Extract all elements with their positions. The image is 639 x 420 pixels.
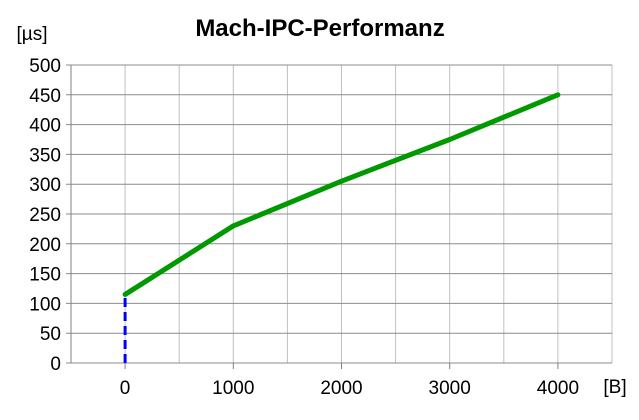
y-tick-label: 200 — [29, 235, 61, 256]
y-tick-label: 500 — [29, 56, 61, 77]
y-tick-label: 100 — [29, 294, 61, 315]
y-tick-label: 0 — [50, 354, 61, 375]
y-tick-label: 400 — [29, 116, 61, 137]
y-axis-label: [µs] — [16, 24, 47, 45]
y-tick-label: 50 — [40, 324, 61, 345]
x-tick-label: 3000 — [429, 378, 471, 399]
y-tick-label: 300 — [29, 175, 61, 196]
x-tick-label: 4000 — [537, 378, 579, 399]
y-tick-label: 150 — [29, 265, 61, 286]
x-tick-label: 2000 — [320, 378, 362, 399]
chart-title: Mach-IPC-Performanz — [195, 15, 444, 42]
x-axis-label: [B] — [603, 377, 626, 398]
y-tick-label: 250 — [29, 205, 61, 226]
x-tick-label: 0 — [120, 378, 131, 399]
y-tick-label: 450 — [29, 86, 61, 107]
y-tick-label: 350 — [29, 145, 61, 166]
x-tick-label: 1000 — [212, 378, 254, 399]
